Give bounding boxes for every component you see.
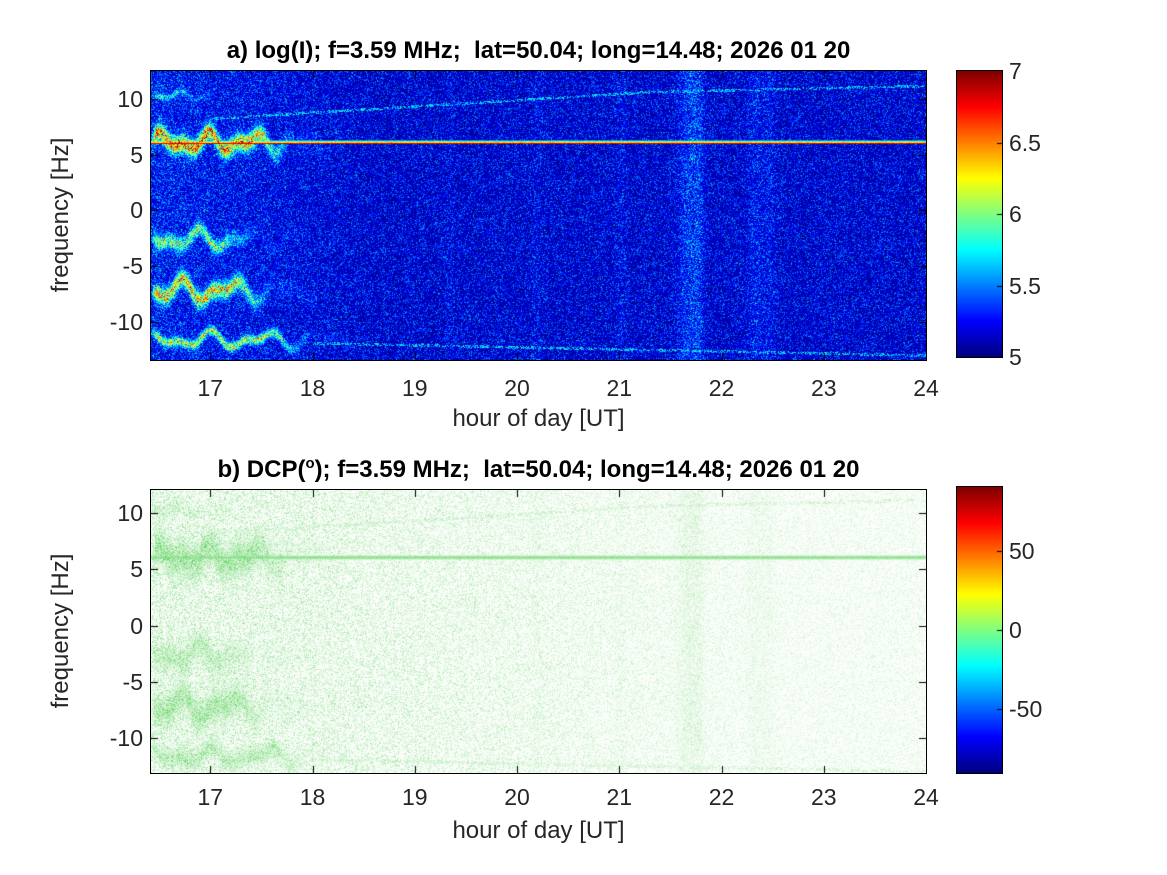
x-tick-label: 18	[299, 784, 326, 810]
panel-b-ylabel: frequency [Hz]	[47, 553, 74, 709]
x-tick-label: 18	[299, 375, 326, 401]
x-tick-label: 19	[401, 784, 428, 810]
x-tick-label: 20	[504, 375, 530, 401]
panel-a-xlabel: hour of day [UT]	[452, 405, 625, 432]
colorbar-tick-label: 0	[1009, 617, 1022, 643]
panel-a-spectrogram	[150, 70, 927, 361]
colorbar-tick-label: 5	[1009, 344, 1022, 370]
y-tick-label: -10	[109, 309, 143, 336]
x-tick-label: 19	[401, 375, 428, 401]
x-tick-label: 17	[197, 375, 224, 401]
y-tick-label: 10	[117, 85, 143, 112]
x-tick-label: 21	[606, 784, 633, 810]
x-tick-label: 24	[913, 375, 939, 401]
panel-b-spectrogram	[150, 489, 927, 774]
x-tick-label: 23	[810, 375, 837, 401]
panel-b-title-degree-superscript: o	[305, 456, 315, 472]
x-tick-label: 23	[810, 784, 837, 810]
colorbar-tick-label: 5.5	[1009, 272, 1041, 299]
y-tick-label: 10	[117, 500, 143, 527]
x-tick-label: 21	[606, 375, 633, 401]
panel-a-colorbar	[956, 70, 1003, 358]
y-tick-label: 5	[130, 141, 143, 168]
colorbar-tick-label: 50	[1009, 537, 1035, 564]
panel-b-xlabel: hour of day [UT]	[452, 817, 625, 844]
colorbar-tick-label: 6	[1009, 201, 1022, 227]
x-tick-label: 24	[913, 784, 939, 810]
panel-b-title: b) DCP(o); f=3.59 MHz; lat=50.04; long=1…	[150, 449, 927, 485]
y-tick-label: -5	[122, 253, 143, 280]
panel-b-colorbar	[956, 486, 1003, 774]
x-tick-label: 20	[504, 784, 530, 810]
panel-a-ylabel: frequency [Hz]	[47, 137, 74, 293]
panel-b-title-suffix: ); f=3.59 MHz; lat=50.04; long=14.48; 20…	[314, 456, 860, 483]
x-tick-label: 17	[197, 784, 224, 810]
y-tick-label: -5	[122, 668, 143, 695]
panel-b-title-prefix: b) DCP(	[217, 456, 306, 483]
panel-a-title: a) log(I); f=3.59 MHz; lat=50.04; long=1…	[226, 37, 851, 64]
x-tick-label: 22	[708, 784, 735, 810]
x-tick-label: 22	[708, 375, 735, 401]
colorbar-tick-label: -50	[1009, 696, 1043, 723]
y-tick-label: 5	[130, 556, 143, 583]
y-tick-label: -10	[109, 725, 143, 752]
y-tick-label: 0	[130, 612, 143, 639]
colorbar-tick-label: 7	[1009, 58, 1022, 84]
y-tick-label: 0	[130, 197, 143, 224]
colorbar-tick-label: 6.5	[1009, 129, 1041, 156]
